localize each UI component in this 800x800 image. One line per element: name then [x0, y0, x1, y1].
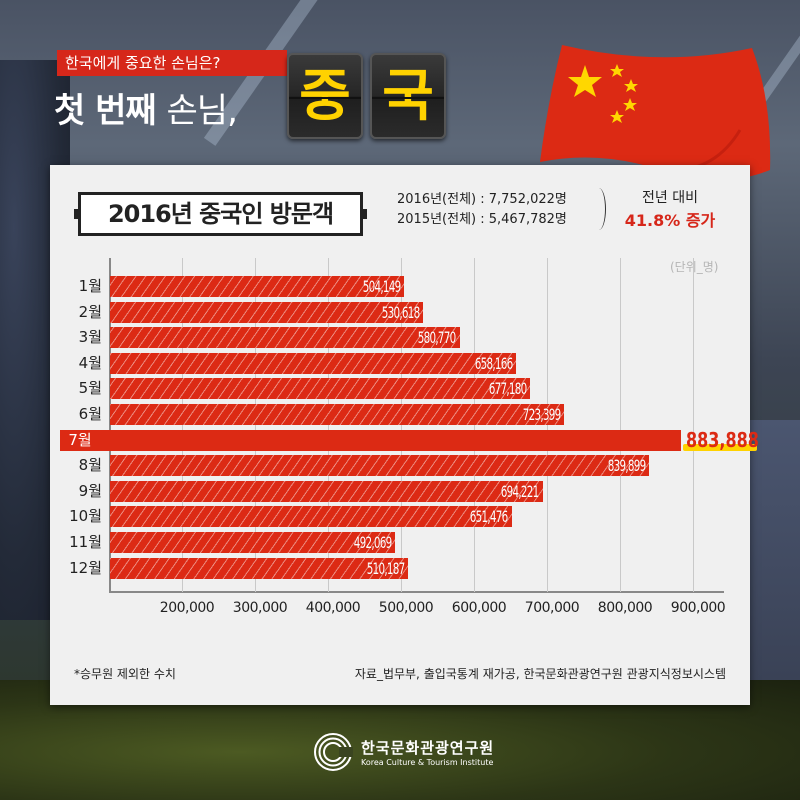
- bar-chart: 200,000 300,000 400,000 500,000 600,000 700,0…: [50, 165, 759, 705]
- china-flag-icon: [540, 45, 771, 180]
- x-tick-label: 900,000: [670, 600, 726, 616]
- y-axis: [109, 258, 111, 592]
- total-2015: 2015년(전체) : 5,467,782명: [397, 212, 567, 227]
- bar-value-label: 504,149: [362, 277, 401, 296]
- bar: 839,899: [110, 455, 650, 477]
- month-label: 12월: [69, 558, 102, 577]
- gridline: [401, 258, 402, 592]
- bar: 651,476: [110, 506, 512, 528]
- year-over-year: 전년 대비 41.8% 증가: [615, 187, 725, 232]
- month-label: 5월: [78, 379, 102, 398]
- bar-value-label: 492,069: [353, 533, 392, 552]
- kcti-logo: 한국문화관광연구원 Korea Culture & Tourism Instit…: [313, 732, 494, 772]
- bar-value-label: 530,618: [381, 302, 421, 322]
- header-subtitle: 한국에게 중요한 손님은?: [57, 50, 287, 76]
- month-label: 8월: [78, 456, 102, 475]
- gridline: [255, 258, 256, 592]
- x-axis: [109, 591, 724, 593]
- bar-value-label: 694,221: [500, 481, 540, 501]
- bar: 492,069: [110, 532, 396, 553]
- logo-name-english: Korea Culture & Tourism Institute: [361, 758, 494, 767]
- month-label: 9월: [78, 481, 102, 500]
- x-tick-label: 800,000: [597, 600, 653, 616]
- bar: 530,618: [110, 301, 424, 323]
- gridline: [182, 258, 183, 592]
- logo-name-korean: 한국문화관광연구원: [361, 739, 495, 757]
- month-label: 7월: [68, 430, 92, 449]
- x-tick-label: 300,000: [232, 600, 288, 616]
- footnote: *승무원 제외한 수치: [74, 667, 176, 681]
- gridline: [474, 258, 475, 592]
- bar-value-label: 723,399: [522, 405, 561, 424]
- bar: 510,187: [110, 557, 409, 579]
- month-label: 11월: [69, 533, 102, 551]
- chart-card: 2016년 중국인 방문객 2016년(전체) : 7,752,022명 201…: [50, 165, 759, 705]
- x-tick-label: 400,000: [305, 600, 361, 616]
- flap-char-2: 국: [370, 53, 446, 139]
- bar: 504,149: [110, 276, 405, 297]
- chart-title: 2016년 중국인 방문객: [74, 192, 367, 236]
- bar-value-label: 510,187: [366, 558, 406, 578]
- compare-label: 전년 대비: [642, 190, 698, 206]
- gridline: [693, 258, 694, 592]
- background-roof-right: [745, 420, 800, 680]
- gridline: [620, 258, 621, 592]
- gridline: [547, 258, 548, 592]
- month-label: 6월: [78, 405, 102, 423]
- flap-char-1: 중: [287, 53, 363, 139]
- bar: 723,399: [110, 404, 565, 425]
- compare-value: 41.8% 증가: [620, 207, 719, 232]
- highlight-value-label: 883,888: [686, 427, 760, 452]
- totals: 2016년(전체) : 7,752,022명 2015년(전체) : 5,467…: [397, 190, 567, 230]
- month-label: 4월: [78, 353, 102, 372]
- bar: 580,770: [110, 327, 460, 349]
- month-label: 2월: [78, 302, 102, 321]
- x-tick-label: 200,000: [159, 600, 215, 616]
- bar-value-label: 658,166: [474, 353, 514, 373]
- header-title-light: 손님,: [166, 91, 238, 131]
- bar-value-label: 677,180: [488, 379, 528, 399]
- bar-value-label: 580,770: [418, 328, 457, 348]
- bracket-divider: [592, 188, 606, 230]
- month-label: 1월: [78, 277, 102, 295]
- bar: [60, 429, 682, 451]
- x-tick-label: 500,000: [378, 600, 434, 616]
- bar-value-label: 839,899: [607, 456, 646, 476]
- highlight-underline: [683, 443, 758, 451]
- total-2016: 2016년(전체) : 7,752,022명: [397, 192, 567, 207]
- header-title: 첫 번째 손님,: [54, 83, 238, 132]
- source-note: 자료_법무부, 출입국통계 재가공, 한국문화관광연구원 관광지식정보시스템: [354, 667, 726, 681]
- month-label: 3월: [78, 328, 102, 347]
- gridline: [328, 258, 329, 592]
- bar: 658,166: [110, 352, 517, 374]
- header-title-bold: 첫 번째: [54, 91, 157, 131]
- kcti-logo-icon: [314, 733, 353, 771]
- month-label: 10월: [69, 507, 102, 526]
- bar-value-label: 651,476: [469, 507, 509, 527]
- bar: 677,180: [110, 378, 531, 400]
- x-tick-label: 600,000: [451, 600, 507, 616]
- unit-label: (단위_명): [670, 260, 719, 274]
- x-tick-label: 700,000: [524, 600, 580, 616]
- bar: 694,221: [110, 480, 543, 502]
